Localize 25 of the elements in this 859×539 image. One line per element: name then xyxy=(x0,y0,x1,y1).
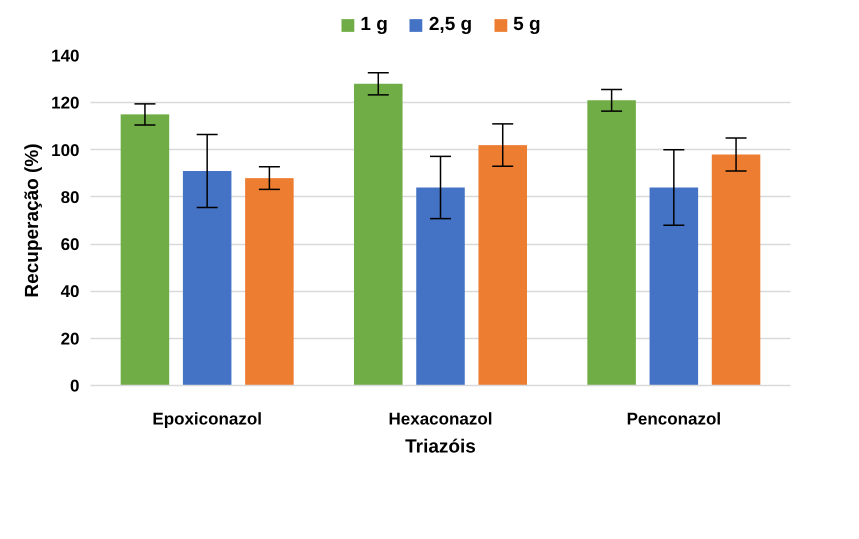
y-tick-label: 140 xyxy=(51,46,80,66)
bar xyxy=(478,145,527,386)
y-tick-label: 80 xyxy=(60,188,80,207)
legend-label: 5 g xyxy=(513,14,541,36)
y-tick-label: 120 xyxy=(51,94,80,113)
x-tick-label: Epoxiconazol xyxy=(152,410,262,428)
x-tick-label: Penconazol xyxy=(626,410,722,428)
y-tick-label: 100 xyxy=(51,140,80,160)
x-tick-label: Hexaconazol xyxy=(388,410,492,428)
bar xyxy=(120,114,170,386)
x-axis-title: Triazóis xyxy=(405,436,476,458)
y-tick-label: 60 xyxy=(60,235,80,254)
y-tick-label: 40 xyxy=(60,282,80,302)
bar xyxy=(354,84,403,386)
bar xyxy=(245,178,294,386)
bar xyxy=(182,171,232,386)
bar xyxy=(416,188,465,386)
bar xyxy=(587,100,636,386)
bar xyxy=(650,188,698,386)
y-axis-title: Recuperação (%) xyxy=(22,143,44,298)
y-tick-label: 20 xyxy=(60,329,80,348)
legend-label: 2,5 g xyxy=(428,14,472,36)
bar xyxy=(712,154,760,386)
legend-label: 1 g xyxy=(360,14,388,36)
y-tick-label: 0 xyxy=(70,376,80,396)
